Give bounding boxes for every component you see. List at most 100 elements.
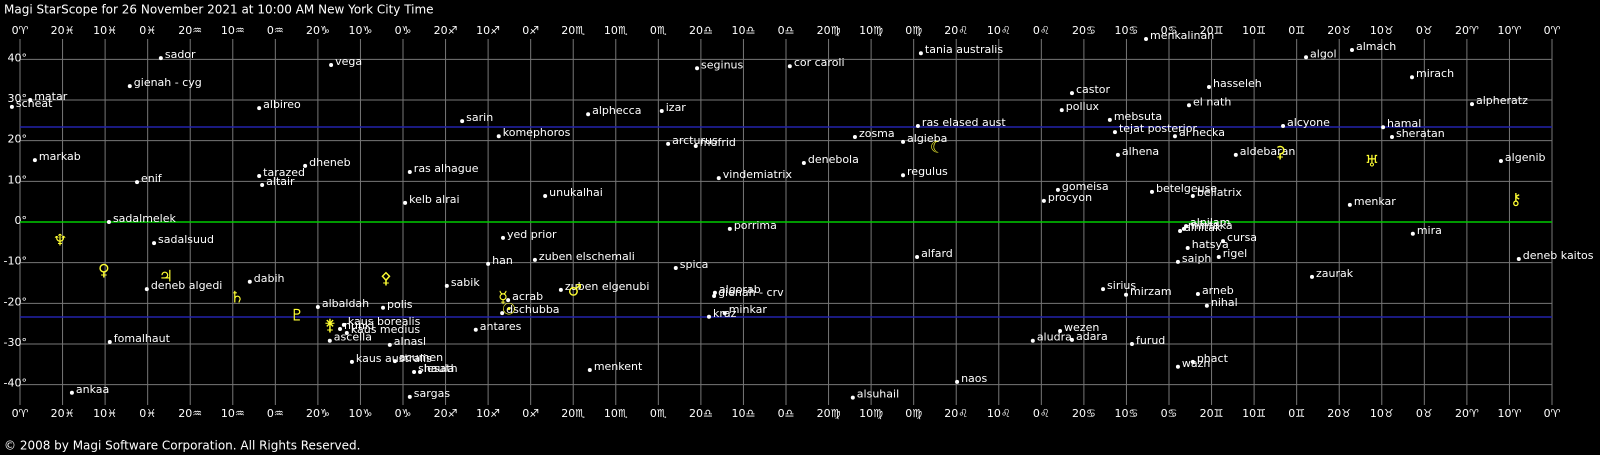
- body-glyph: ♅: [1365, 152, 1379, 171]
- star-label: zaurak: [1316, 267, 1354, 280]
- star: [1516, 257, 1521, 262]
- star-label: adara: [1076, 330, 1108, 343]
- star-label: mufrid: [700, 136, 736, 149]
- x-tick-label: 20♎: [689, 407, 713, 420]
- star: [852, 135, 857, 140]
- star-label: cor caroli: [794, 56, 845, 69]
- y-tick-label: -10°: [4, 255, 27, 268]
- body-glyph: ⚴: [380, 268, 392, 287]
- star: [1216, 254, 1221, 259]
- star-label: algol: [1310, 47, 1337, 60]
- star: [380, 305, 385, 310]
- star: [1178, 228, 1183, 233]
- x-tick-label: 20♑: [306, 407, 330, 420]
- star-label: yed prior: [507, 228, 557, 241]
- star-label: sarin: [466, 111, 493, 124]
- star: [303, 163, 308, 168]
- star: [915, 254, 920, 259]
- star: [918, 51, 923, 56]
- star-label: dschubba: [506, 303, 559, 316]
- y-tick-label: 10°: [8, 173, 28, 186]
- star: [327, 338, 332, 343]
- body-glyph: ☉: [502, 299, 516, 318]
- body-glyph: ♀: [98, 260, 110, 279]
- x-tick-label: 0♑: [395, 407, 412, 420]
- x-tick-label: 20♊: [1200, 407, 1224, 420]
- star: [1112, 130, 1117, 135]
- x-tick-label: 20♏: [561, 407, 585, 420]
- x-tick-label: 10♍: [859, 24, 883, 37]
- star: [106, 220, 111, 224]
- star: [659, 108, 664, 113]
- star-label: kaus medius: [351, 323, 421, 336]
- star: [1101, 287, 1106, 292]
- star: [1304, 55, 1309, 60]
- star: [247, 279, 252, 284]
- star: [587, 368, 592, 373]
- star: [1349, 47, 1354, 52]
- x-tick-label: 0♋: [1161, 407, 1178, 420]
- star: [1149, 189, 1154, 194]
- star: [407, 169, 412, 174]
- star-label: mintaka: [1188, 219, 1233, 232]
- star: [127, 84, 132, 89]
- star-label: seginus: [701, 58, 743, 71]
- star-label: ascella: [334, 331, 372, 344]
- star-label: hasseleh: [1213, 77, 1262, 90]
- star: [9, 104, 14, 109]
- body-glyph: ☾: [930, 137, 944, 156]
- star-label: cursa: [1227, 231, 1257, 244]
- x-tick-label: 0♑: [395, 24, 412, 37]
- star-label: komephoros: [503, 126, 571, 139]
- star: [107, 339, 112, 344]
- star: [152, 241, 157, 246]
- star: [496, 134, 501, 139]
- star-label: alsuhail: [857, 388, 899, 401]
- star: [28, 98, 33, 102]
- star-label: algorab: [719, 283, 761, 296]
- x-tick-label: 0♐: [522, 24, 539, 37]
- x-tick-label: 0♈: [12, 407, 29, 420]
- x-tick-label: 10♈: [1498, 24, 1522, 37]
- star: [1175, 259, 1180, 264]
- x-tick-label: 10♊: [1242, 407, 1266, 420]
- body-glyph: ♆: [53, 231, 67, 250]
- x-tick-label: 20♒: [178, 24, 202, 37]
- star-label: almach: [1356, 40, 1396, 53]
- star: [1184, 224, 1189, 229]
- star-label: alnasl: [394, 335, 426, 348]
- y-tick-label: 40°: [8, 51, 28, 64]
- star-label: mebsuta: [1114, 110, 1162, 123]
- x-tick-label: 10♉: [1370, 24, 1394, 37]
- star-label: dheneb: [309, 156, 350, 169]
- footer: © 2008 by Magi Software Corporation. All…: [4, 439, 360, 453]
- x-tick-label: 0♌: [1033, 407, 1050, 420]
- star-label: ankaa: [76, 383, 109, 396]
- star-label: kaus australis: [356, 352, 432, 365]
- star-label: zuben elgenubi: [565, 280, 650, 293]
- star: [135, 180, 140, 185]
- star: [144, 287, 149, 292]
- star-label: tania australis: [925, 43, 1003, 56]
- x-tick-label: 20♐: [434, 407, 458, 420]
- x-tick-label: 20♊: [1200, 24, 1224, 37]
- star: [260, 182, 265, 187]
- star: [1107, 117, 1112, 122]
- star: [722, 311, 727, 316]
- star: [1144, 37, 1149, 41]
- x-tick-label: 20♒: [178, 407, 202, 420]
- body-glyph: ♂: [568, 281, 582, 300]
- star: [1389, 135, 1394, 140]
- star: [257, 174, 262, 179]
- star: [1498, 159, 1503, 163]
- body-glyph: ♇: [290, 305, 304, 324]
- star: [1190, 193, 1195, 198]
- star: [1069, 91, 1074, 96]
- x-tick-label: 10♌: [987, 24, 1011, 37]
- star: [1059, 108, 1064, 113]
- x-tick-label: 0♎: [778, 407, 795, 420]
- star: [1469, 102, 1474, 107]
- star-label: naos: [961, 372, 987, 385]
- star: [407, 394, 412, 399]
